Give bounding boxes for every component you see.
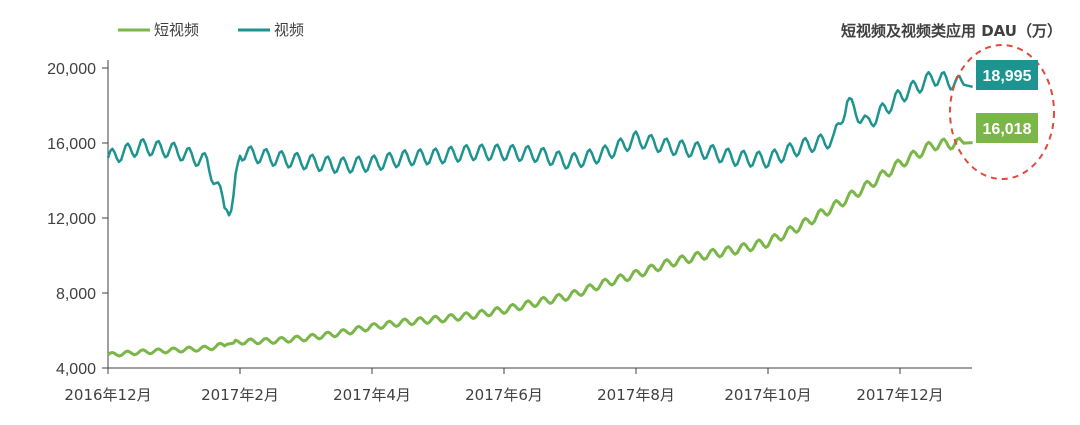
chart-title: 短视频及视频类应用 DAU（万） <box>841 22 1062 40</box>
end-label-video-box <box>976 60 1038 90</box>
series-line-video <box>106 70 973 217</box>
legend-label-video: 视频 <box>274 21 304 39</box>
y-tick-label: 16,000 <box>47 136 96 153</box>
end-label-short-video: 16,018 <box>976 113 1038 143</box>
x-tick-label: 2017年2月 <box>201 386 279 404</box>
series-line-short-video <box>107 136 973 358</box>
x-tick-label: 2016年12月 <box>64 386 151 404</box>
highlight-ellipse <box>949 44 1055 180</box>
x-tick-group: 2016年12月 2017年2月 2017年4月 2017年6月 2017年8月 2017… <box>64 368 944 404</box>
legend-label-short-video: 短视频 <box>154 21 199 39</box>
legend: 短视频 视频 <box>118 21 304 39</box>
end-label-video-text: 18,995 <box>983 68 1032 85</box>
end-label-short-video-box <box>976 113 1038 143</box>
y-tick-label: 4,000 <box>56 361 96 378</box>
end-label-video: 18,995 <box>976 60 1038 90</box>
x-tick-label: 2017年8月 <box>597 386 675 404</box>
end-label-short-video-text: 16,018 <box>983 121 1032 138</box>
y-tick-group: 4,000 8,000 12,000 16,000 20,000 <box>47 61 108 378</box>
y-tick-label: 20,000 <box>47 61 96 78</box>
y-tick-label: 8,000 <box>56 286 96 303</box>
x-tick-label: 2017年12月 <box>856 386 943 404</box>
x-tick-label: 2017年10月 <box>724 386 811 404</box>
series-group <box>106 70 973 358</box>
x-tick-label: 2017年6月 <box>465 386 543 404</box>
y-tick-label: 12,000 <box>47 211 96 228</box>
x-tick-label: 2017年4月 <box>333 386 411 404</box>
